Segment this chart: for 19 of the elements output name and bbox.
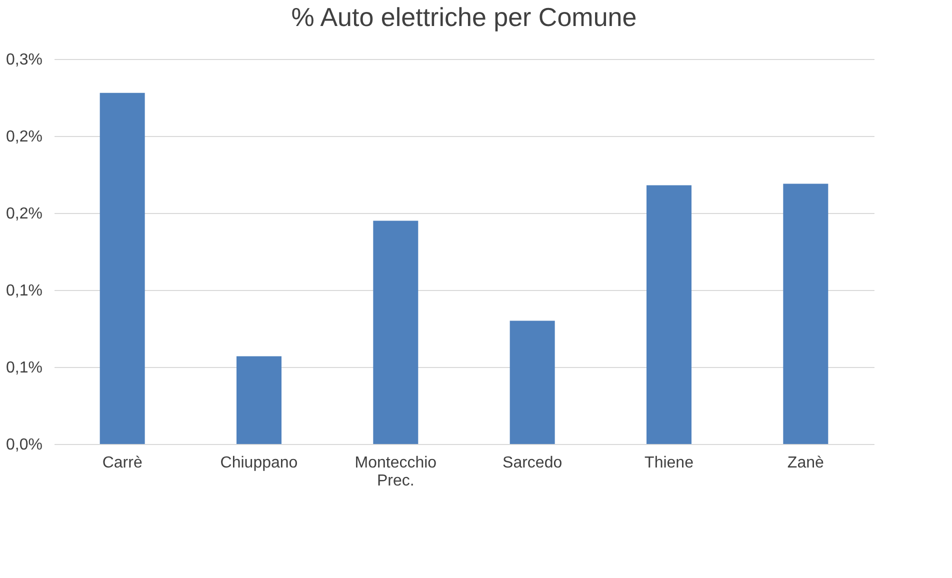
x-tick-label: Montecchio Prec.: [354, 454, 437, 490]
y-tick-label: 0,2%: [6, 128, 42, 146]
bar: [783, 184, 828, 444]
y-tick-label: 0,1%: [6, 360, 42, 376]
bar: [646, 185, 692, 444]
x-tick-label: Zanè: [787, 454, 824, 472]
y-tick-label: 0,2%: [6, 206, 42, 222]
x-tick-label: Sarcedo: [502, 454, 562, 472]
y-tick-label: 0,0%: [6, 436, 42, 454]
bar: [100, 92, 145, 444]
x-tick-label: Thiene: [644, 454, 694, 472]
chart-title: % Auto elettriche per Comune: [291, 2, 637, 32]
x-tick-label: Chiuppano: [220, 454, 298, 472]
y-tick-label: 0,3%: [6, 52, 42, 68]
y-tick-label: 0,1%: [6, 282, 42, 300]
bar: [510, 320, 555, 444]
bar: [236, 356, 282, 444]
bar: [373, 220, 418, 444]
x-tick-label: Carrè: [102, 454, 142, 472]
